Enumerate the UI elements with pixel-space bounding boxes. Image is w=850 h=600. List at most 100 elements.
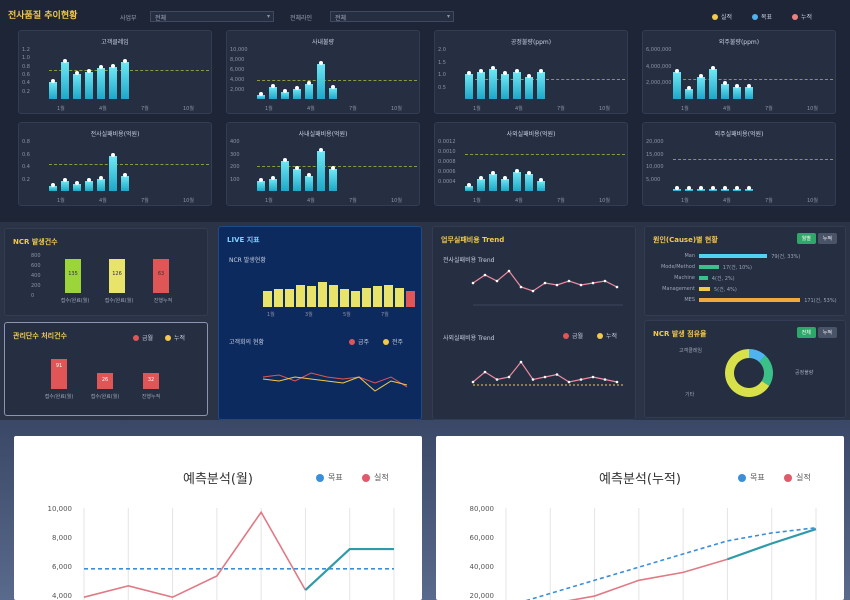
data-point [111,153,115,157]
y-tick-label: 10,000 [48,505,73,513]
panel-title: 원인(Cause)별 현황 [653,236,718,244]
monthly-button[interactable]: 월별 [796,233,816,244]
y-tick-label: 6,000,000 [646,47,672,53]
data-point [723,186,727,190]
data-point [539,178,543,182]
data-bar [281,91,289,99]
cumulative-button[interactable]: 누적 [817,233,837,244]
filter2-select[interactable]: 전체 ▾ [330,11,454,22]
cause-value: 171(건, 53%) [804,298,837,304]
y-tick-label: 0.0008 [438,159,456,165]
x-tick-label: 10월 [599,106,610,112]
trend-charts [471,269,623,386]
donut-slice [725,349,770,397]
target-line [465,79,625,80]
data-bar [733,86,741,99]
x-tick-label: 1월 [57,198,65,204]
live-sub2: 고객회의 현황 [229,339,265,346]
legend-dot-icon [362,473,370,482]
cumulative-button[interactable]: 누적 [817,327,837,338]
panel-title: NCR 발생건수 [13,238,58,246]
cause-value: 4(건, 2%) [711,276,735,282]
y-tick-label: 0.0010 [438,149,456,155]
live-bar [263,290,272,307]
data-bar [697,76,705,99]
data-point [579,378,583,381]
y-tick-label: 0.6 [22,72,30,78]
data-bar [501,178,509,191]
y-tick-label: 5,000 [646,176,661,183]
cause-label: MES [684,297,695,303]
all-button[interactable]: 전체 [796,327,816,338]
cause-bar [699,265,719,269]
data-point [579,283,583,287]
x-tick-label: 10월 [183,106,194,112]
bar-label: 접수/완료(월) [44,394,74,400]
y-tick-label: 200 [230,164,240,170]
data-bar [121,61,129,99]
page-title: 전사품질 추이현황 [8,11,78,21]
data-bar [673,71,681,99]
data-bar [489,69,497,99]
y-tick-label: 2,000 [230,87,245,93]
y-tick-label: 10,000 [230,47,248,53]
failure-trend-panel: 업무실패비용 Trend 전사실패비용 Trend 사외실패비용 Trend 금… [432,226,636,420]
x-tick-label: 3월 [305,312,313,318]
x-tick-label: 1월 [57,106,65,112]
y-tick-label: 800 [31,253,41,259]
x-tick-label: 4월 [723,106,731,112]
legend-target: 목표 [316,472,343,483]
data-bar [97,68,105,99]
data-point [99,175,103,180]
data-point [519,360,523,364]
y-tick-label: 1.0 [22,55,30,62]
live-bar [329,284,338,307]
y-tick-label: 0.5 [438,84,446,91]
y-tick-label: 4,000,000 [646,63,672,70]
y-tick-label: 0.2 [22,88,30,95]
live-bar [395,287,404,307]
data-point [331,85,335,89]
data-bar [85,71,93,99]
data-point [75,180,79,185]
forecast-line [727,527,817,561]
data-point [591,281,595,285]
data-bar [501,74,509,99]
y-tick-label: 600 [31,263,41,269]
data-bar [525,173,533,191]
mini-chart-title: 사외실패비용(억원) [506,131,556,138]
data-point [699,73,703,78]
filter1-select[interactable]: 전체 ▾ [150,11,274,22]
x-tick-label: 1월 [681,106,689,112]
target-line [257,80,417,81]
x-tick-label: 10월 [599,198,610,204]
x-tick-label: 4월 [307,198,315,204]
data-bar [489,173,497,191]
y-tick-label: 15,000 [646,151,664,158]
data-bar [317,64,325,99]
actual-line [83,510,307,599]
data-point [111,63,115,68]
data-point [687,186,691,190]
y-tick-label: 80,000 [470,505,495,513]
live-bar [340,289,349,307]
forecast-line [304,547,394,591]
legend-month: 금월 [563,331,583,340]
x-tick-label: 7월 [141,106,149,112]
data-bar [257,181,265,191]
data-bar [109,156,117,191]
x-tick-label: 7월 [557,106,565,112]
data-point [87,178,91,182]
y-tick-label: 200 [31,283,41,289]
mini-chart-card: 외주실패비용(억원) 20,000 15,000 10,000 5,000 1월 4월 7월 1… [642,122,836,206]
data-point [495,279,499,283]
bar-label: 진행누적 [141,394,161,400]
target-line [465,153,625,155]
mini-chart-title: 외주실패비용(억원) [714,131,764,138]
data-bar [721,84,729,99]
ncr-bar: 135 [65,259,81,293]
data-point [271,83,275,88]
mini-chart-card: 전사실패비용(억원) 0.8 0.6 0.4 0.2 1월 4월 7월 10월 [18,122,212,206]
legend-cum: 누적 [597,331,617,340]
y-tick-label: 20,000 [646,139,664,145]
